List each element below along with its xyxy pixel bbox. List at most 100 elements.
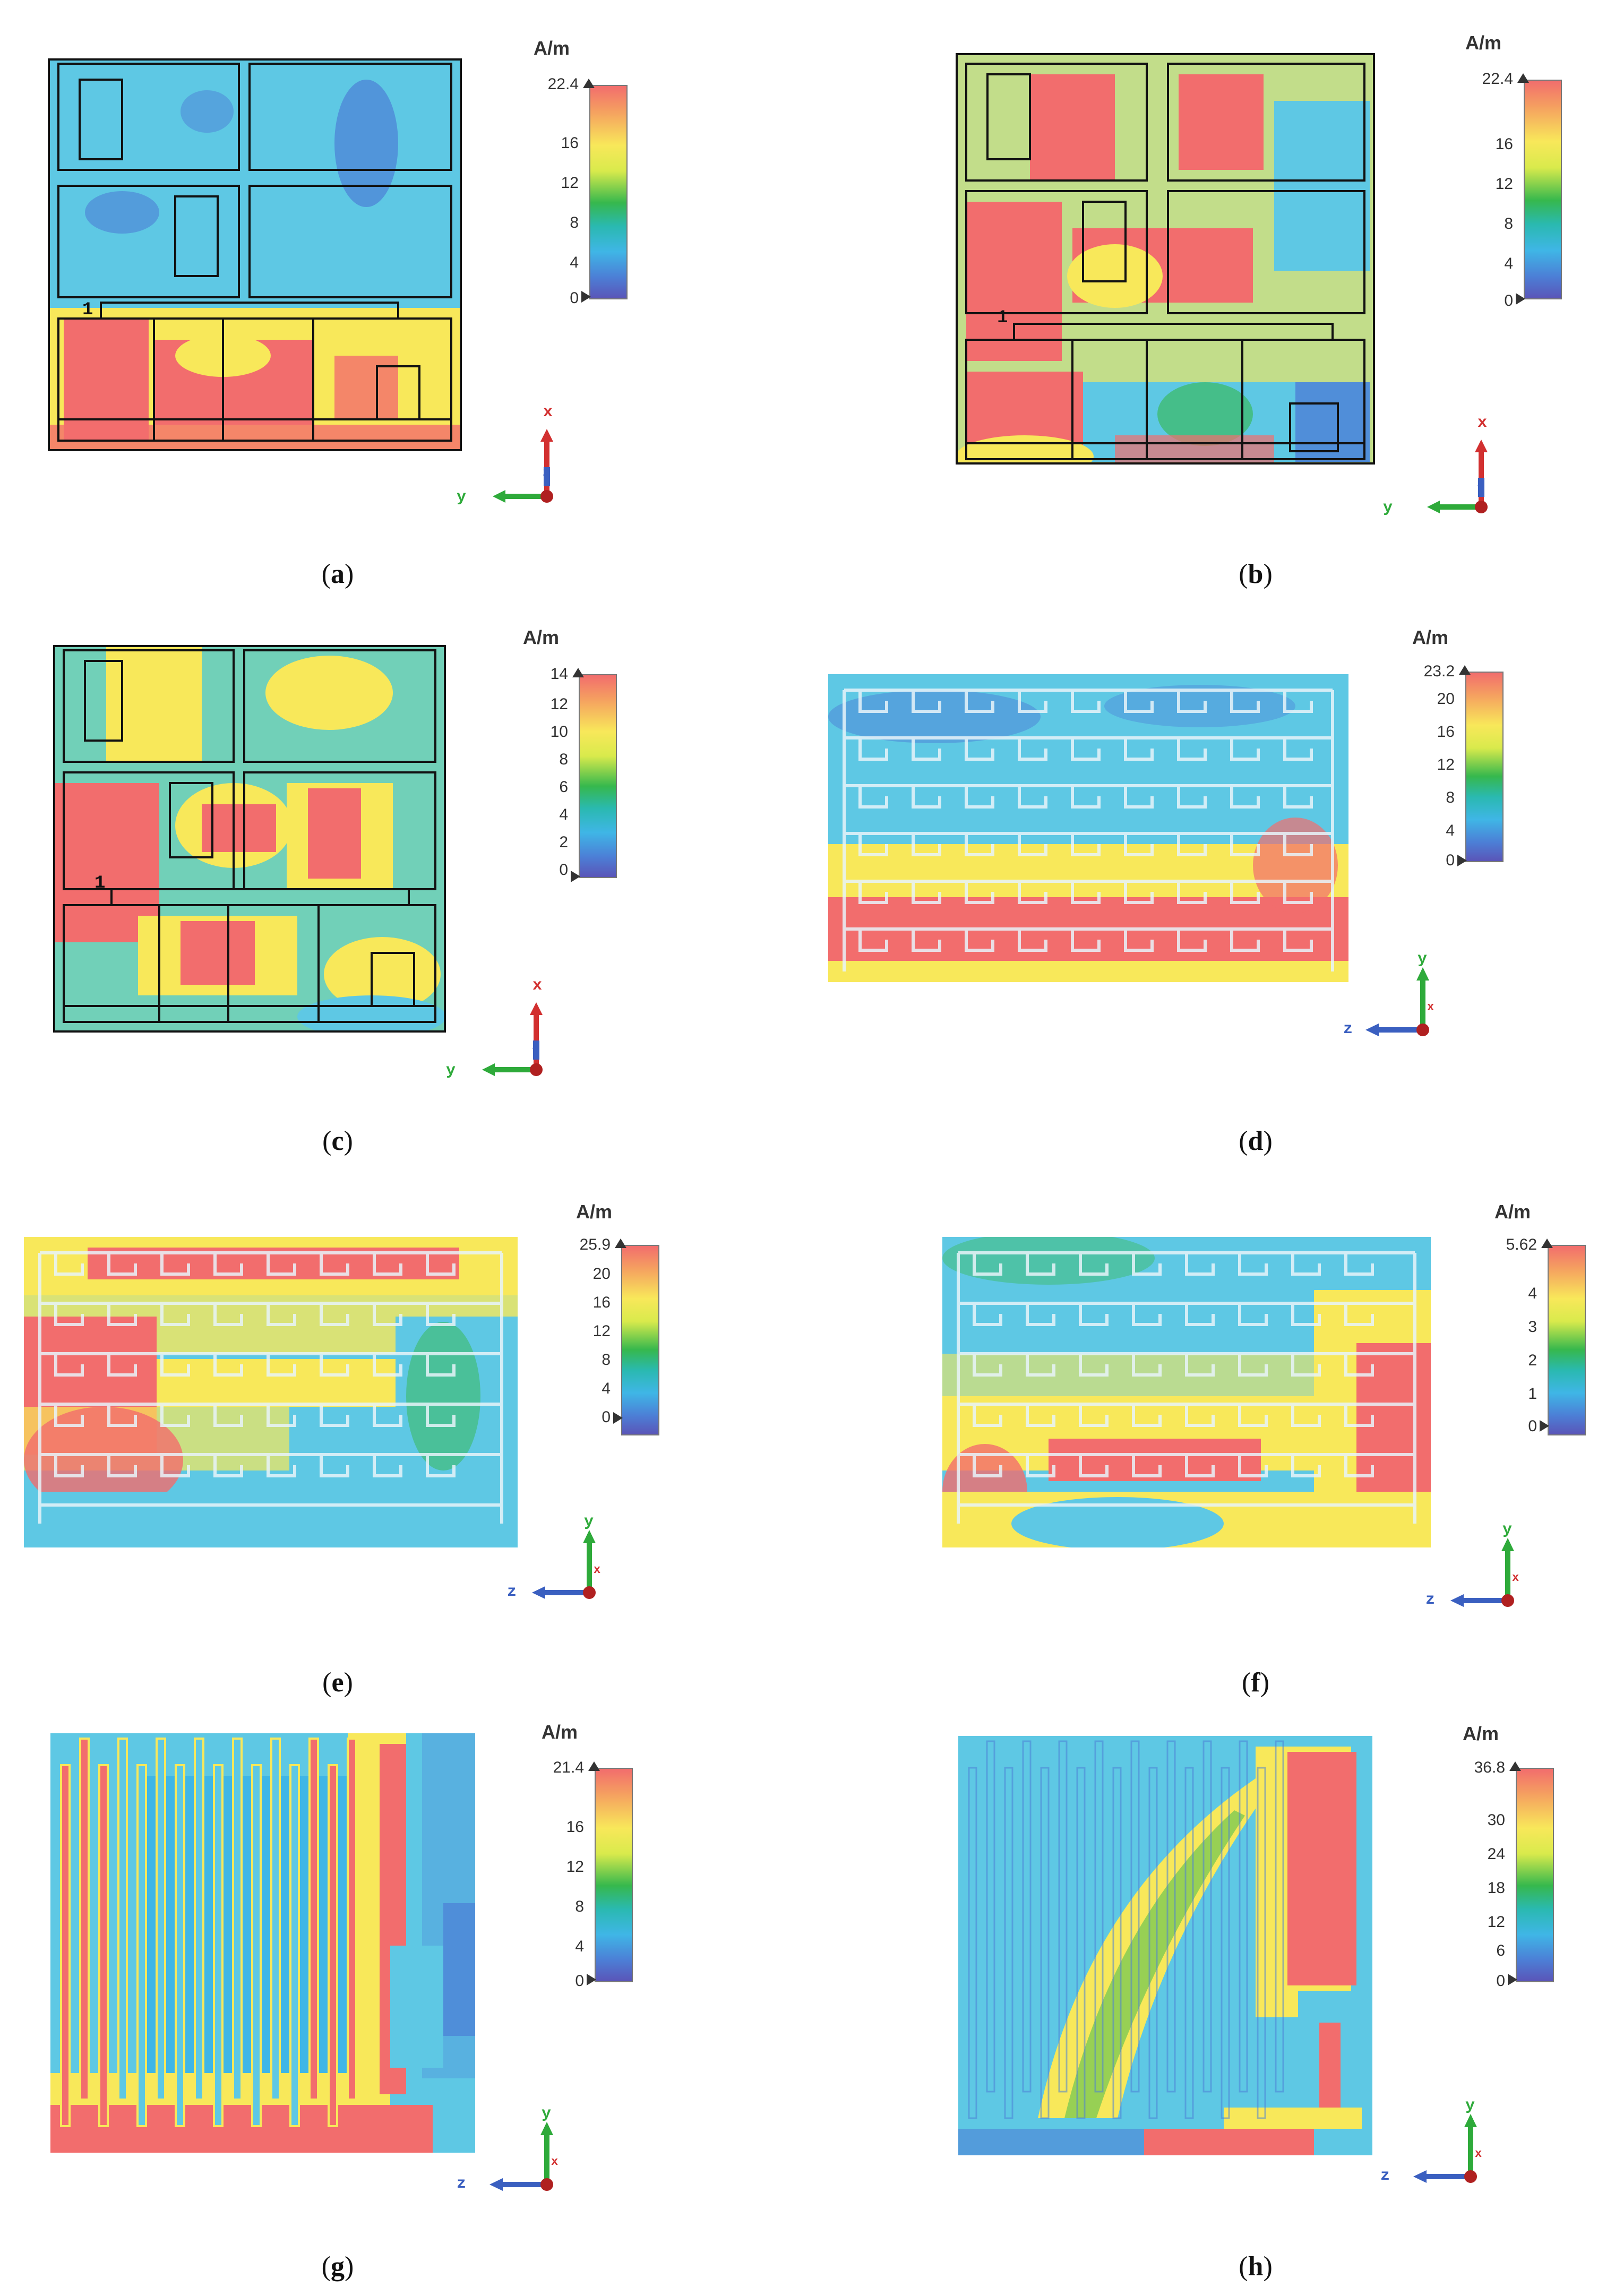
colorbar-tick: 16 (566, 1818, 584, 1836)
strip-conductor (1094, 1740, 1104, 2093)
axis-z-label: z (1425, 1591, 1436, 1609)
axis-y-label: y (1502, 1521, 1513, 1539)
min-arrow-icon (1457, 855, 1467, 866)
strip-conductor (1148, 1767, 1158, 2119)
axis-x-label: x (1427, 1001, 1434, 1014)
colorbar-tick: 4 (1446, 822, 1455, 839)
colorbar-tick: 4 (1528, 1285, 1537, 1302)
colorbar-tick: 8 (1446, 789, 1455, 806)
colorbar-max-label: 22.4 (547, 75, 579, 93)
strip-conductor (289, 1764, 300, 2127)
field-plot-f (942, 1237, 1431, 1547)
colorbar-tick: 12 (1495, 175, 1513, 193)
strip-conductor (986, 1740, 995, 2093)
strip-conductor (1004, 1767, 1013, 2119)
caption-d: (d) (1239, 1126, 1273, 1156)
colorbar-max-label: 36.8 (1474, 1759, 1505, 1776)
min-arrow-icon (587, 1974, 596, 1985)
strip-conductor (136, 1764, 147, 2127)
caption-g: (g) (321, 2251, 354, 2282)
colorbar-max-label: 14 (550, 665, 568, 683)
colorbar-tick: 10 (550, 723, 568, 741)
unit-label: A/m (1465, 32, 1502, 54)
colorbar-tick: 4 (570, 254, 579, 271)
strip-conductor (1275, 1740, 1284, 2093)
strip-conductor (79, 1738, 90, 2101)
port-label: 1 (997, 308, 1008, 328)
min-arrow-icon (1540, 1420, 1549, 1432)
axis-x-label: x (543, 403, 553, 422)
axis-z-label: z (1477, 477, 1484, 490)
colorbar-tick: 20 (592, 1265, 611, 1283)
field-plot-g (50, 1733, 475, 2153)
axis-triad-icon (1413, 2114, 1477, 2183)
colorbar-tick: 0 (1496, 1972, 1505, 1990)
axis-x-label: x (551, 2155, 559, 2169)
max-arrow-icon (588, 1761, 600, 1771)
caption-a: (a) (321, 559, 354, 589)
colorbar-tick: 6 (1496, 1942, 1505, 1959)
axis-z-label: z (543, 466, 550, 479)
unit-label: A/m (576, 1201, 613, 1223)
strip-conductor (968, 1767, 977, 2119)
colorbar-max-label: 21.4 (553, 1759, 584, 1776)
strip-conductor (194, 1738, 204, 2101)
colorbar (589, 85, 628, 299)
axis-z-label: z (507, 1583, 517, 1601)
field-plot-h (958, 1736, 1372, 2155)
max-arrow-icon (1459, 665, 1471, 675)
axis-triad-icon (532, 1530, 596, 1599)
colorbar-tick: 12 (592, 1322, 611, 1340)
min-arrow-icon (1516, 293, 1525, 305)
colorbar (1524, 80, 1562, 299)
axis-triad-icon (482, 1002, 543, 1076)
unit-label: A/m (542, 1721, 578, 1743)
colorbar-tick: 16 (592, 1294, 611, 1311)
colorbar-tick: 1 (1528, 1385, 1537, 1403)
strip-conductor (60, 1764, 71, 2127)
field-plot-e (24, 1237, 518, 1547)
colorbar-tick: 4 (602, 1380, 611, 1397)
max-arrow-icon (615, 1239, 626, 1248)
colorbar-tick: 4 (575, 1938, 584, 1955)
strip-conductor (98, 1764, 109, 2127)
strip-conductor (1184, 1767, 1194, 2119)
colorbar-tick: 20 (1437, 690, 1455, 708)
axis-x-label: x (594, 1563, 601, 1577)
field-plot-b: 1 (956, 53, 1375, 465)
axis-y-label: y (1383, 499, 1393, 517)
colorbar (621, 1245, 659, 1435)
strip-conductor (156, 1738, 166, 2101)
strip-conductor (1257, 1767, 1266, 2119)
axis-y-label: y (457, 488, 467, 506)
colorbar-max-label: 5.62 (1506, 1236, 1537, 1253)
axis-z-label: z (532, 1039, 539, 1053)
axis-y-label: y (1418, 950, 1428, 968)
axis-triad-icon (493, 429, 553, 503)
colorbar-tick: 0 (1446, 852, 1455, 869)
max-arrow-icon (572, 668, 584, 677)
colorbar-max-label: 22.4 (1482, 70, 1513, 88)
port-label: 1 (95, 873, 106, 893)
colorbar (1516, 1768, 1554, 1982)
strip-conductor (308, 1738, 319, 2101)
unit-label: A/m (1412, 626, 1449, 648)
min-arrow-icon (571, 871, 580, 882)
colorbar-max-label: 23.2 (1423, 663, 1455, 680)
colorbar-tick: 8 (1504, 215, 1513, 233)
colorbar (1548, 1245, 1586, 1435)
min-arrow-icon (613, 1412, 623, 1424)
strip-conductor (1058, 1740, 1068, 2093)
caption-e: (e) (322, 1667, 353, 1698)
colorbar (1465, 672, 1504, 862)
strip-conductor (1239, 1740, 1248, 2093)
strip-conductor (232, 1738, 243, 2101)
strip-conductor (1221, 1767, 1230, 2119)
min-arrow-icon (581, 291, 591, 303)
colorbar-tick: 16 (1495, 135, 1513, 153)
axis-z-label: z (457, 2175, 467, 2193)
caption-f: (f) (1242, 1667, 1269, 1698)
colorbar-tick: 12 (1437, 756, 1455, 773)
strip-conductor (328, 1764, 338, 2127)
strip-conductor (117, 1738, 128, 2101)
